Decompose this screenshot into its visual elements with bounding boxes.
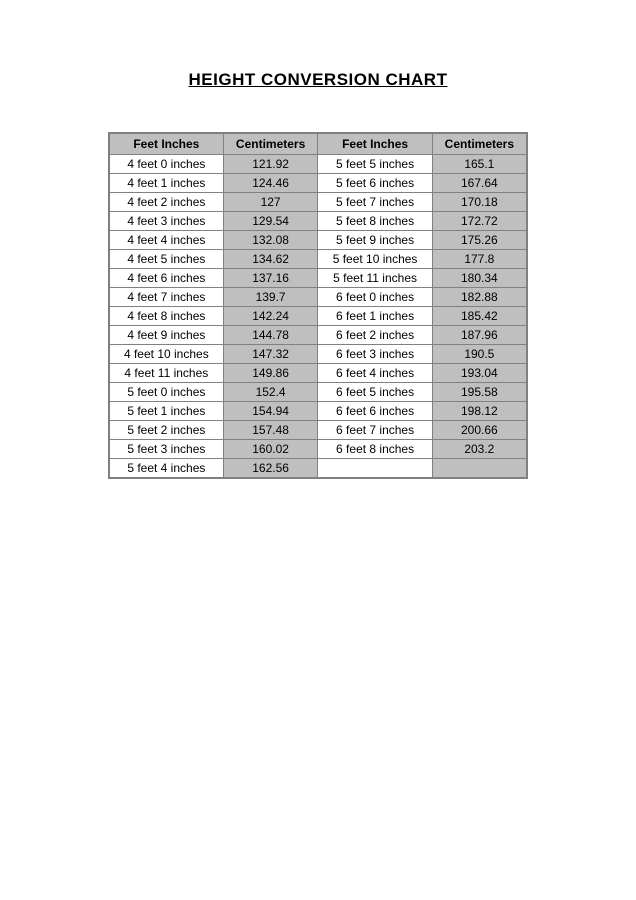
feet-inches-cell: 5 feet 8 inches bbox=[318, 212, 432, 231]
feet-inches-cell: 4 feet 7 inches bbox=[109, 288, 223, 307]
feet-inches-cell: 6 feet 4 inches bbox=[318, 364, 432, 383]
feet-inches-cell: 4 feet 9 inches bbox=[109, 326, 223, 345]
feet-inches-cell: 6 feet 1 inches bbox=[318, 307, 432, 326]
feet-inches-cell: 4 feet 6 inches bbox=[109, 269, 223, 288]
feet-inches-cell bbox=[318, 459, 432, 479]
feet-inches-cell: 5 feet 2 inches bbox=[109, 421, 223, 440]
centimeters-cell: 134.62 bbox=[223, 250, 318, 269]
table-row: 5 feet 0 inches152.46 feet 5 inches195.5… bbox=[109, 383, 527, 402]
feet-inches-cell: 5 feet 3 inches bbox=[109, 440, 223, 459]
centimeters-cell: 162.56 bbox=[223, 459, 318, 479]
feet-inches-cell: 6 feet 0 inches bbox=[318, 288, 432, 307]
column-header: Centimeters bbox=[432, 133, 527, 155]
feet-inches-cell: 4 feet 4 inches bbox=[109, 231, 223, 250]
feet-inches-cell: 5 feet 11 inches bbox=[318, 269, 432, 288]
centimeters-cell: 203.2 bbox=[432, 440, 527, 459]
centimeters-cell: 121.92 bbox=[223, 155, 318, 174]
centimeters-cell: 149.86 bbox=[223, 364, 318, 383]
feet-inches-cell: 5 feet 5 inches bbox=[318, 155, 432, 174]
feet-inches-cell: 6 feet 7 inches bbox=[318, 421, 432, 440]
centimeters-cell: 124.46 bbox=[223, 174, 318, 193]
table-row: 4 feet 5 inches134.625 feet 10 inches177… bbox=[109, 250, 527, 269]
feet-inches-cell: 4 feet 5 inches bbox=[109, 250, 223, 269]
feet-inches-cell: 5 feet 0 inches bbox=[109, 383, 223, 402]
feet-inches-cell: 5 feet 1 inches bbox=[109, 402, 223, 421]
feet-inches-cell: 6 feet 5 inches bbox=[318, 383, 432, 402]
feet-inches-cell: 5 feet 9 inches bbox=[318, 231, 432, 250]
feet-inches-cell: 6 feet 8 inches bbox=[318, 440, 432, 459]
table-row: 5 feet 4 inches162.56 bbox=[109, 459, 527, 479]
feet-inches-cell: 4 feet 0 inches bbox=[109, 155, 223, 174]
centimeters-cell: 160.02 bbox=[223, 440, 318, 459]
centimeters-cell: 190.5 bbox=[432, 345, 527, 364]
centimeters-cell: 175.26 bbox=[432, 231, 527, 250]
centimeters-cell: 200.66 bbox=[432, 421, 527, 440]
centimeters-cell: 137.16 bbox=[223, 269, 318, 288]
table-row: 5 feet 1 inches154.946 feet 6 inches198.… bbox=[109, 402, 527, 421]
feet-inches-cell: 5 feet 4 inches bbox=[109, 459, 223, 479]
feet-inches-cell: 6 feet 3 inches bbox=[318, 345, 432, 364]
table-header-row: Feet Inches Centimeters Feet Inches Cent… bbox=[109, 133, 527, 155]
centimeters-cell: 129.54 bbox=[223, 212, 318, 231]
centimeters-cell: 132.08 bbox=[223, 231, 318, 250]
table-row: 4 feet 8 inches142.246 feet 1 inches185.… bbox=[109, 307, 527, 326]
centimeters-cell: 195.58 bbox=[432, 383, 527, 402]
column-header: Feet Inches bbox=[109, 133, 223, 155]
table-row: 4 feet 2 inches1275 feet 7 inches170.18 bbox=[109, 193, 527, 212]
feet-inches-cell: 6 feet 6 inches bbox=[318, 402, 432, 421]
table-row: 4 feet 7 inches139.76 feet 0 inches182.8… bbox=[109, 288, 527, 307]
centimeters-cell: 147.32 bbox=[223, 345, 318, 364]
centimeters-cell: 165.1 bbox=[432, 155, 527, 174]
centimeters-cell: 172.72 bbox=[432, 212, 527, 231]
feet-inches-cell: 4 feet 10 inches bbox=[109, 345, 223, 364]
centimeters-cell: 193.04 bbox=[432, 364, 527, 383]
feet-inches-cell: 4 feet 3 inches bbox=[109, 212, 223, 231]
centimeters-cell: 152.4 bbox=[223, 383, 318, 402]
centimeters-cell: 142.24 bbox=[223, 307, 318, 326]
feet-inches-cell: 4 feet 1 inches bbox=[109, 174, 223, 193]
centimeters-cell bbox=[432, 459, 527, 479]
centimeters-cell: 182.88 bbox=[432, 288, 527, 307]
feet-inches-cell: 5 feet 7 inches bbox=[318, 193, 432, 212]
feet-inches-cell: 4 feet 2 inches bbox=[109, 193, 223, 212]
column-header: Centimeters bbox=[223, 133, 318, 155]
centimeters-cell: 139.7 bbox=[223, 288, 318, 307]
centimeters-cell: 180.34 bbox=[432, 269, 527, 288]
table-row: 4 feet 6 inches137.165 feet 11 inches180… bbox=[109, 269, 527, 288]
table-row: 5 feet 3 inches160.026 feet 8 inches203.… bbox=[109, 440, 527, 459]
centimeters-cell: 177.8 bbox=[432, 250, 527, 269]
centimeters-cell: 167.64 bbox=[432, 174, 527, 193]
feet-inches-cell: 5 feet 6 inches bbox=[318, 174, 432, 193]
table-row: 4 feet 0 inches121.925 feet 5 inches165.… bbox=[109, 155, 527, 174]
centimeters-cell: 157.48 bbox=[223, 421, 318, 440]
centimeters-cell: 187.96 bbox=[432, 326, 527, 345]
centimeters-cell: 185.42 bbox=[432, 307, 527, 326]
feet-inches-cell: 5 feet 10 inches bbox=[318, 250, 432, 269]
table-row: 5 feet 2 inches157.486 feet 7 inches200.… bbox=[109, 421, 527, 440]
table-row: 4 feet 10 inches147.326 feet 3 inches190… bbox=[109, 345, 527, 364]
page-title: HEIGHT CONVERSION CHART bbox=[80, 70, 556, 90]
centimeters-cell: 154.94 bbox=[223, 402, 318, 421]
conversion-table: Feet Inches Centimeters Feet Inches Cent… bbox=[108, 132, 528, 479]
column-header: Feet Inches bbox=[318, 133, 432, 155]
feet-inches-cell: 6 feet 2 inches bbox=[318, 326, 432, 345]
centimeters-cell: 144.78 bbox=[223, 326, 318, 345]
centimeters-cell: 170.18 bbox=[432, 193, 527, 212]
table-row: 4 feet 9 inches144.786 feet 2 inches187.… bbox=[109, 326, 527, 345]
centimeters-cell: 198.12 bbox=[432, 402, 527, 421]
feet-inches-cell: 4 feet 11 inches bbox=[109, 364, 223, 383]
centimeters-cell: 127 bbox=[223, 193, 318, 212]
table-row: 4 feet 11 inches149.866 feet 4 inches193… bbox=[109, 364, 527, 383]
table-row: 4 feet 4 inches132.085 feet 9 inches175.… bbox=[109, 231, 527, 250]
feet-inches-cell: 4 feet 8 inches bbox=[109, 307, 223, 326]
table-row: 4 feet 1 inches124.465 feet 6 inches167.… bbox=[109, 174, 527, 193]
table-row: 4 feet 3 inches129.545 feet 8 inches172.… bbox=[109, 212, 527, 231]
